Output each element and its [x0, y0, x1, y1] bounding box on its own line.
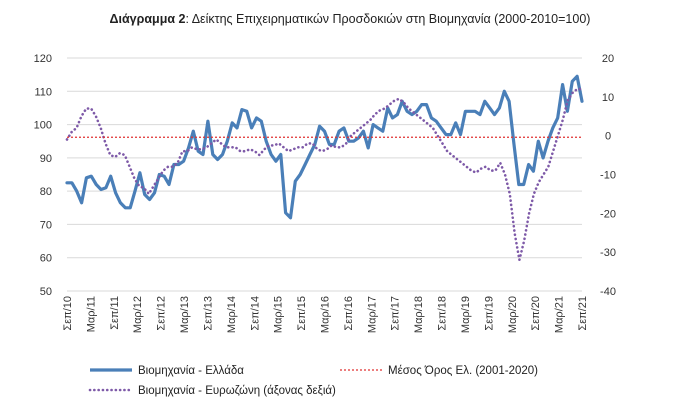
right-axis-tick-label: -20: [600, 208, 616, 220]
left-axis-tick-label: 50: [40, 286, 52, 298]
right-axis-tick-label: 0: [605, 131, 611, 143]
chart-title: Διάγραμμα 2: Δείκτης Επιχειρηματικών Προ…: [0, 12, 700, 26]
greece-industry-line: [65, 74, 584, 220]
x-axis-tick-label: Σεπ/12: [156, 296, 168, 331]
chart-title-text: : Δείκτης Επιχειρηματικών Προσδοκιών στη…: [185, 12, 591, 26]
x-axis-tick-label: Σεπ/18: [437, 296, 449, 331]
right-axis-tick-label: -30: [600, 247, 616, 259]
left-axis-tick-label: 120: [34, 53, 52, 65]
x-axis-tick-label: Σεπ/17: [390, 296, 402, 331]
x-axis-tick-label: Μαρ/14: [226, 296, 238, 333]
left-axis-tick-label: 60: [40, 253, 52, 265]
x-axis-tick-label: Σεπ/13: [202, 296, 214, 331]
right-axis-tick-label: -40: [600, 286, 616, 298]
right-axis-tick-label: 10: [602, 92, 614, 104]
x-axis-tick-label: Μαρ/12: [132, 296, 144, 333]
x-axis-tick-label: Σεπ/21: [577, 296, 589, 331]
left-axis-tick-label: 90: [40, 153, 52, 165]
x-axis-tick-label: Σεπ/19: [483, 296, 495, 331]
x-axis-tick-label: Σεπ/16: [343, 296, 355, 331]
x-axis-tick-label: Μαρ/17: [366, 296, 378, 333]
right-axis-tick-label: -10: [600, 170, 616, 182]
legend-label-average: Μέσος Όρος Ελ. (2001-2020): [388, 365, 538, 377]
right-axis-tick-label: 20: [602, 53, 614, 65]
eurozone-industry-line: [65, 87, 584, 261]
chart-title-prefix: Διάγραμμα 2: [109, 12, 186, 26]
x-axis-tick-label: Σεπ/10: [62, 296, 74, 331]
x-axis-tick-label: Μαρ/18: [413, 296, 425, 333]
x-axis-tick-label: Σεπ/20: [530, 296, 542, 331]
legend-label-eurozone: Βιομηχανία - Ευρωζώνη (άξονας δεξιά): [138, 385, 336, 397]
x-axis-tick-label: Μαρ/16: [320, 296, 332, 333]
left-axis-tick-label: 70: [40, 219, 52, 231]
x-axis-tick-label: Μαρ/19: [460, 296, 472, 333]
x-axis-tick-label: Μαρ/21: [554, 296, 566, 333]
x-axis-tick-label: Σεπ/15: [296, 296, 308, 331]
x-axis-tick-label: Σεπ/14: [249, 296, 261, 331]
left-axis-tick-label: 80: [40, 186, 52, 198]
left-axis-tick-label: 110: [34, 86, 52, 98]
x-axis-tick-label: Μαρ/20: [507, 296, 519, 333]
x-axis-tick-label: Μαρ/11: [85, 296, 97, 332]
x-axis-tick-label: Μαρ/15: [273, 296, 285, 333]
x-axis-tick-label: Μαρ/13: [179, 296, 191, 333]
x-axis-tick-label: Σεπ/11: [109, 296, 121, 330]
legend-label-greece: Βιομηχανία - Ελλάδα: [138, 365, 244, 377]
left-axis-tick-label: 100: [34, 120, 52, 132]
